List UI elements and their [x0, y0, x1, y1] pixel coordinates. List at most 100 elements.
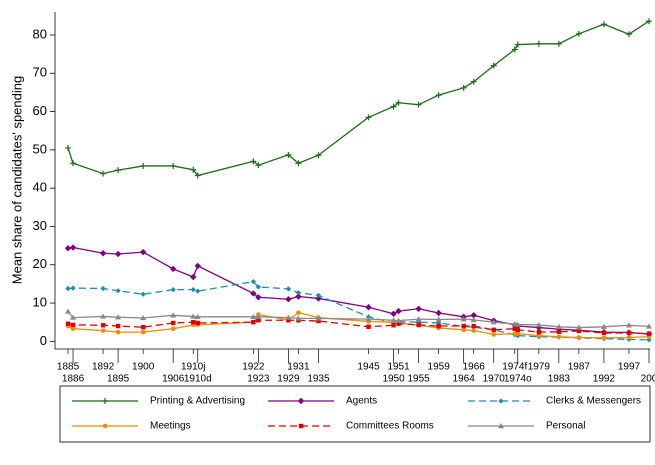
marker [100, 328, 106, 333]
y-tick-label: 30 [33, 218, 47, 233]
marker [295, 160, 302, 167]
marker [626, 335, 632, 340]
x-tick-label: 1997 [618, 362, 641, 373]
marker [555, 40, 562, 47]
marker [170, 162, 177, 169]
marker [555, 323, 562, 329]
x-tick-label: 1974f [502, 362, 527, 373]
x-tick-label: 1923 [247, 374, 270, 385]
marker [576, 335, 582, 340]
marker [190, 313, 197, 319]
marker [295, 315, 302, 321]
y-tick-label: 10 [33, 294, 47, 309]
marker [491, 327, 496, 333]
x-tick-label: 1895 [107, 374, 130, 385]
marker [575, 324, 582, 330]
marker [139, 248, 147, 256]
marker [102, 398, 108, 404]
x-tick-label: 1974o [504, 374, 532, 385]
marker [285, 296, 292, 303]
x-tick-label: 1955 [407, 374, 430, 385]
marker [556, 329, 562, 334]
marker [600, 323, 607, 329]
legend-label: Agents [346, 396, 377, 407]
marker [250, 158, 257, 165]
marker [286, 318, 291, 323]
marker [490, 319, 497, 325]
marker [461, 327, 466, 333]
marker [390, 310, 397, 317]
marker [65, 285, 71, 292]
marker [511, 46, 518, 53]
marker [365, 304, 372, 311]
marker [70, 322, 76, 328]
marker [255, 313, 262, 320]
x-tick-label: 1966 [463, 362, 486, 373]
marker [395, 99, 402, 106]
marker [298, 423, 304, 429]
y-tick-label: 70 [33, 65, 47, 80]
marker [190, 166, 197, 173]
y-tick-label: 50 [33, 141, 47, 156]
marker [140, 329, 146, 335]
x-tick-label: 1987 [568, 362, 591, 373]
marker [600, 21, 607, 28]
marker [170, 287, 176, 293]
marker [514, 321, 521, 327]
marker [536, 333, 542, 338]
marker [114, 250, 122, 258]
marker [115, 167, 122, 174]
marker [296, 310, 301, 315]
series-line [67, 319, 650, 335]
marker [470, 78, 477, 85]
marker [295, 293, 302, 300]
marker [315, 152, 322, 159]
marker [415, 305, 422, 312]
marker [365, 114, 372, 121]
marker [70, 314, 77, 320]
x-tick-label: 1945 [357, 362, 380, 373]
x-tick-label: 1983 [548, 374, 571, 385]
marker [460, 316, 467, 322]
marker [416, 322, 421, 328]
marker [536, 329, 542, 335]
x-tick-label: 200 [641, 374, 655, 385]
marker [285, 314, 292, 320]
marker [285, 286, 291, 292]
marker [535, 321, 542, 328]
marker [65, 308, 72, 314]
legend-label: Clerks & Messengers [546, 396, 641, 407]
marker [470, 316, 477, 323]
marker [195, 288, 201, 294]
marker [535, 40, 542, 47]
marker [646, 331, 652, 336]
marker [256, 318, 261, 323]
marker [100, 170, 107, 177]
legend-label: Printing & Advertising [150, 396, 245, 407]
marker [470, 312, 477, 319]
marker [64, 245, 72, 252]
x-tick-label: 1922 [242, 362, 265, 373]
legend-label: Meetings [150, 421, 191, 432]
marker [415, 101, 422, 108]
marker [515, 327, 520, 333]
marker [315, 295, 322, 302]
marker [436, 323, 441, 329]
marker [435, 316, 442, 322]
marker [100, 285, 106, 292]
marker [461, 323, 466, 329]
marker [601, 335, 607, 341]
x-tick-label: 1964 [453, 374, 476, 385]
marker [295, 290, 302, 296]
marker [460, 84, 467, 91]
x-tick-label: 1935 [307, 374, 330, 385]
marker [195, 320, 200, 326]
marker [490, 62, 497, 69]
marker [435, 309, 442, 317]
x-tick-label: 1900 [132, 362, 155, 373]
marker [170, 320, 176, 326]
x-tick-label: 1970 [483, 374, 506, 385]
marker [297, 397, 305, 405]
